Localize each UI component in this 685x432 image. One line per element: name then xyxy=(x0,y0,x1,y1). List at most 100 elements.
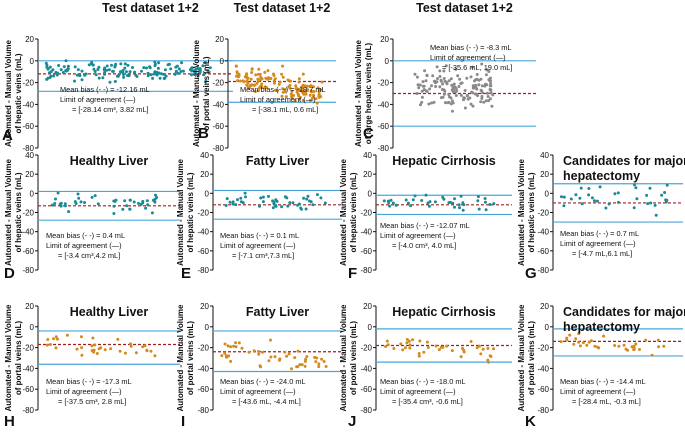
data-point xyxy=(280,205,284,209)
data-point xyxy=(224,204,228,207)
data-point xyxy=(236,198,239,202)
data-point xyxy=(403,346,407,350)
data-point xyxy=(103,348,107,352)
data-point xyxy=(114,62,118,66)
data-point xyxy=(272,202,276,206)
data-point xyxy=(489,82,493,85)
y-tick-label: 0 xyxy=(205,189,210,198)
data-point xyxy=(125,70,128,74)
data-point xyxy=(48,343,52,346)
data-point xyxy=(463,106,467,110)
data-point xyxy=(645,193,649,197)
data-point xyxy=(66,67,70,71)
data-point xyxy=(153,70,157,74)
data-point xyxy=(280,72,284,76)
data-point xyxy=(585,343,589,347)
data-point xyxy=(452,82,456,86)
y-axis-label: Automated - Manual Volume xyxy=(4,304,13,412)
y-tick-label: -80 xyxy=(537,266,549,275)
data-point xyxy=(269,355,273,359)
data-point xyxy=(169,67,173,71)
data-point xyxy=(126,74,129,77)
data-point xyxy=(113,80,117,83)
data-point xyxy=(484,99,488,103)
data-point xyxy=(461,208,465,212)
data-point xyxy=(54,335,58,339)
data-point xyxy=(295,90,299,94)
panel-title: Fatty Liver xyxy=(246,305,309,319)
data-point xyxy=(284,95,288,99)
y-tick-label: -60 xyxy=(22,385,34,394)
data-point xyxy=(234,203,238,207)
data-point xyxy=(415,75,419,79)
data-point xyxy=(581,341,585,345)
y-tick-label: -80 xyxy=(377,144,389,153)
data-point xyxy=(451,201,455,205)
data-point xyxy=(407,339,411,343)
data-point xyxy=(477,207,481,211)
data-point xyxy=(415,92,419,95)
data-point xyxy=(388,204,392,208)
data-point xyxy=(589,339,593,343)
y-axis-label: Automated - Manual Volume xyxy=(176,304,185,412)
agreement-range-annotation: = [-4.7 mL,6.1 mL] xyxy=(572,249,632,258)
data-point xyxy=(453,205,456,209)
data-point xyxy=(298,88,301,92)
data-point xyxy=(57,64,61,67)
data-point xyxy=(484,208,488,212)
data-point xyxy=(75,347,79,351)
y-tick-label: -80 xyxy=(197,266,209,275)
y-tick-label: -80 xyxy=(212,144,224,153)
data-point xyxy=(656,338,660,342)
data-point xyxy=(48,65,52,69)
data-point xyxy=(181,69,185,73)
data-point xyxy=(316,86,320,90)
y-tick-label: -20 xyxy=(22,209,34,218)
data-point xyxy=(590,196,594,200)
data-point xyxy=(404,198,408,202)
data-point xyxy=(613,344,617,347)
y-axis-label: of portal veins (mL) xyxy=(202,56,211,131)
data-point xyxy=(665,183,669,187)
data-point xyxy=(50,203,54,207)
data-point xyxy=(146,203,150,207)
data-point xyxy=(305,355,309,359)
data-point xyxy=(488,354,492,358)
data-point xyxy=(49,74,53,78)
data-point xyxy=(475,73,479,76)
data-point xyxy=(46,76,50,80)
data-point xyxy=(471,84,475,88)
data-point xyxy=(239,196,243,200)
data-point xyxy=(309,98,312,102)
data-point xyxy=(578,344,582,348)
data-point xyxy=(485,68,489,72)
data-point xyxy=(105,64,109,68)
data-point xyxy=(227,354,231,358)
data-point xyxy=(167,62,171,66)
data-point xyxy=(117,73,121,77)
data-point xyxy=(243,191,247,195)
y-tick-label: 0 xyxy=(30,323,35,332)
data-point xyxy=(254,73,258,77)
panel-B: 20 0 -20 -40 -60 -80 Test dataset 1+2 Automated… xyxy=(192,1,336,153)
data-point xyxy=(469,340,473,343)
mean-bias-annotation: Mean bias (- -) = 0.4 mL xyxy=(46,231,125,240)
data-point xyxy=(93,343,97,347)
data-point xyxy=(204,80,208,83)
data-point xyxy=(273,81,276,85)
data-point xyxy=(65,69,68,73)
data-point xyxy=(79,200,83,204)
data-point xyxy=(577,332,581,336)
data-point xyxy=(422,350,426,354)
data-point xyxy=(118,349,122,353)
data-point xyxy=(312,94,315,98)
data-point xyxy=(434,85,438,88)
data-point xyxy=(66,64,70,68)
data-point xyxy=(223,351,227,355)
mean-bias-annotation: Mean bias (- -) = 0.7 mL xyxy=(560,229,639,238)
data-point xyxy=(153,354,157,358)
data-point xyxy=(134,351,138,355)
data-point xyxy=(93,194,97,198)
y-axis-label: Automated - Manual Volume xyxy=(192,39,201,147)
y-tick-label: 0 xyxy=(368,189,373,198)
